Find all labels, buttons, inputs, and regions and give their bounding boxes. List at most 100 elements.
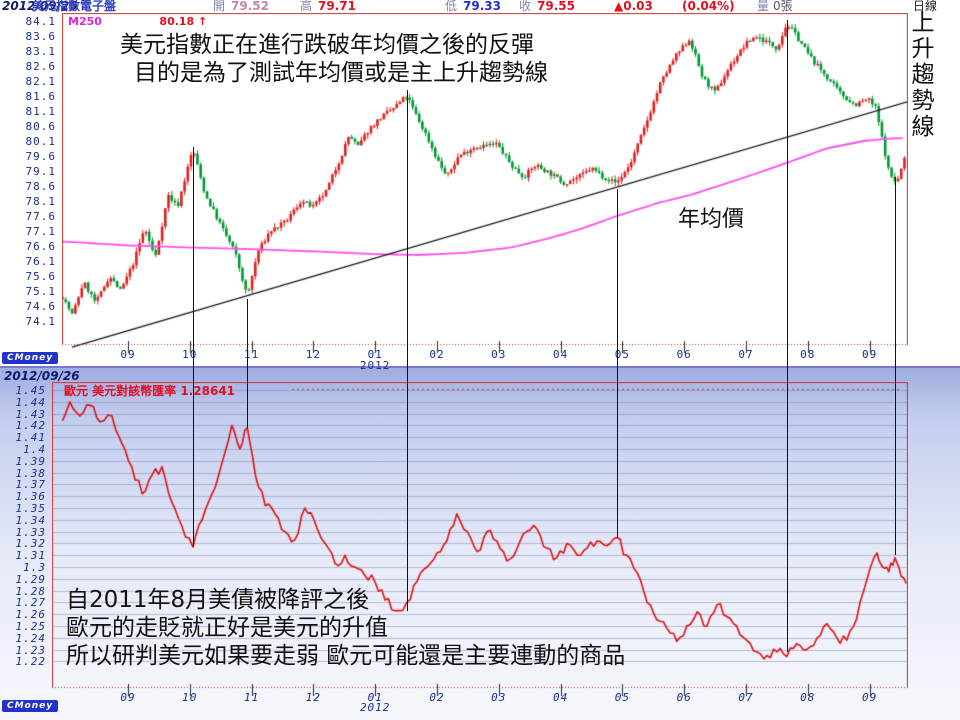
y-tick-label: 1.23 <box>15 643 46 657</box>
low-label: 低 <box>445 0 458 13</box>
y-tick-label: 1.36 <box>15 490 46 504</box>
x-tick-label: 01 <box>367 691 383 704</box>
yearly-ma-label: 年均價 <box>678 207 745 232</box>
x-tick-label: 06 <box>676 348 692 361</box>
change-value: ▲0.03 <box>614 0 653 13</box>
eur-annotation-line3: 所以研判美元如果要走弱 歐元可能還是主要連動的商品 <box>66 643 626 669</box>
x-tick-label: 09 <box>861 348 878 361</box>
ma-name: M250 <box>68 15 102 28</box>
dxy-title: 美元指數電子盤 <box>32 0 117 13</box>
x-tick-label: 03 <box>491 348 507 361</box>
y-tick-label: 1.25 <box>15 620 46 633</box>
x-tick-label: 03 <box>491 691 507 704</box>
uptrend-line-label: 上升趨勢線 <box>907 10 933 140</box>
y-tick-label: 1.38 <box>15 466 46 480</box>
eur-legend: 歐元 美元對該幣匯率 1.28641 <box>64 384 236 398</box>
x-tick-label: 01 <box>367 348 383 361</box>
x-tick-label: 12 <box>305 691 322 704</box>
ma-value: 80.18 ↑ <box>159 15 208 28</box>
y-tick-label: 1.29 <box>15 572 46 586</box>
y-tick-label: 1.39 <box>15 454 46 468</box>
open-label: 開 <box>213 0 226 13</box>
link-line <box>787 20 788 652</box>
y-tick-label: 1.24 <box>15 631 46 645</box>
high-value: 79.71 <box>318 0 356 13</box>
y-tick-label: 1.26 <box>15 608 46 622</box>
x-tick-label: 06 <box>676 691 692 704</box>
window-separator <box>0 366 960 368</box>
y-tick-label: 81.6 <box>25 90 56 103</box>
dxy-quote-bar: 2012/09/25 美元指數電子盤 開 79.52 高 79.71 低 79.… <box>0 0 960 14</box>
y-tick-label: 80.1 <box>25 135 56 148</box>
x-tick-label: 10 <box>182 691 198 704</box>
y-tick-label: 78.1 <box>25 195 56 208</box>
x-tick-label: 05 <box>614 691 631 704</box>
eurusd-line-canvas <box>52 382 908 696</box>
x-year-label: 2012 <box>359 701 391 714</box>
close-value: 79.55 <box>537 0 575 13</box>
y-tick-label: 84.1 <box>25 15 56 28</box>
x-tick-label: 08 <box>800 691 816 704</box>
x-tick-label: 09 <box>861 691 878 704</box>
y-tick-label: 82.1 <box>25 75 56 88</box>
low-value: 79.33 <box>463 0 501 13</box>
y-tick-label: 1.43 <box>15 407 46 421</box>
open-value: 79.52 <box>231 0 269 13</box>
y-tick-label: 1.33 <box>15 525 46 539</box>
y-tick-label: 81.1 <box>25 105 56 118</box>
x-tick-label: 09 <box>120 348 136 361</box>
dxy-annotation-line1: 美元指數正在進行跌破年均價之後的反彈 <box>120 32 534 58</box>
cmoney-logo-top: CMoney <box>2 352 59 364</box>
y-tick-label: 1.28 <box>15 584 46 598</box>
y-tick-label: 76.1 <box>25 255 56 268</box>
x-tick-label: 02 <box>429 691 445 704</box>
x-tick-label: 05 <box>614 348 631 361</box>
eur-annotation-line2: 歐元的走貶就正好是美元的升值 <box>66 615 388 641</box>
y-tick-label: 74.1 <box>25 315 56 328</box>
ma-legend: M250 80.18 ↑ <box>68 15 207 28</box>
y-tick-label: 76.6 <box>25 240 56 253</box>
y-tick-label: 1.42 <box>15 419 46 433</box>
link-line <box>617 189 618 538</box>
y-tick-label: 1.32 <box>15 537 46 551</box>
link-line <box>247 299 248 428</box>
volume-value: 0張 <box>773 0 793 13</box>
close-label: 收 <box>519 0 532 13</box>
y-tick-label: 77.6 <box>25 210 56 223</box>
x-year-label: 2012 <box>359 359 391 372</box>
y-tick-label: 1.45 <box>15 384 46 397</box>
dxy-candlestick-canvas <box>62 13 908 355</box>
x-tick-label: 11 <box>243 691 260 704</box>
link-line <box>193 147 194 547</box>
eur-date: 2012/09/26 <box>4 369 80 383</box>
y-tick-label: 80.6 <box>25 120 56 133</box>
cmoney-logo-bottom: CMoney <box>2 700 59 712</box>
y-tick-label: 74.6 <box>25 300 56 313</box>
y-tick-label: 79.1 <box>25 165 56 178</box>
y-tick-label: 1.31 <box>15 549 46 563</box>
x-tick-label: 10 <box>182 348 198 361</box>
y-tick-label: 1.37 <box>15 478 46 492</box>
period-label: 日線 <box>913 0 938 13</box>
x-tick-label: 04 <box>552 691 569 704</box>
y-tick-label: 78.6 <box>25 180 56 193</box>
x-tick-label: 12 <box>305 348 322 361</box>
y-tick-label: 79.6 <box>25 150 56 163</box>
eur-annotation-line1: 自2011年8月美債被降評之後 <box>66 587 370 613</box>
x-tick-label: 09 <box>120 691 136 704</box>
link-line <box>407 90 408 611</box>
y-tick-label: 1.44 <box>15 395 46 409</box>
y-tick-label: 1.35 <box>15 502 46 515</box>
x-tick-label: 11 <box>243 348 260 361</box>
y-tick-label: 1.3 <box>23 561 46 574</box>
x-tick-label: 02 <box>429 348 445 361</box>
x-tick-label: 07 <box>738 348 754 361</box>
y-tick-label: 75.1 <box>25 285 56 298</box>
x-tick-label: 08 <box>800 348 816 361</box>
y-tick-label: 1.34 <box>15 513 46 527</box>
change-percent: (0.04%) <box>682 0 735 13</box>
y-tick-label: 1.22 <box>15 655 46 669</box>
dxy-annotation-line2: 目的是為了測試年均價或是主上升趨勢線 <box>134 60 548 86</box>
y-tick-label: 1.27 <box>15 596 46 610</box>
y-tick-label: 83.6 <box>25 30 56 43</box>
